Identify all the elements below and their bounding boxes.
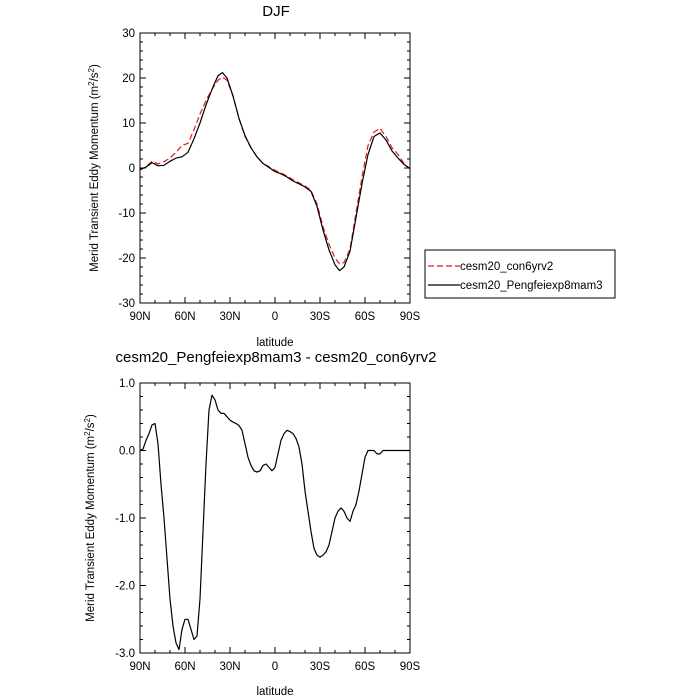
y-tick-label: 1.0 [119,378,135,390]
top-series [139,71,411,272]
x-tick-label: 30N [219,661,240,673]
x-tick-label: 0 [272,311,278,323]
x-tick-label: 60N [174,311,195,323]
bottom-series [139,394,410,651]
y-tick-label: 10 [122,118,135,130]
y-tick-label: -10 [118,208,135,220]
legend-label-con6yrv2: cesm20_con6yrv2 [460,261,553,273]
x-tick-label: 90N [129,311,150,323]
series-line-cesm20_Pengfeiexp8mam3 [139,71,411,272]
x-tick-label: 90N [129,661,150,673]
top-y-axis-label: Merid Transient Eddy Momentum (m2/s2) [87,64,101,272]
x-tick-label: 60S [355,311,376,323]
legend-label-pengfeiexp8mam3: cesm20_Pengfeiexp8mam3 [460,280,603,292]
x-tick-label: 90S [400,311,421,323]
y-tick-label: 30 [122,28,135,40]
x-tick-label: 30N [219,311,240,323]
y-tick-label: -20 [118,253,135,265]
top-chart-title: DJF [262,3,290,20]
bottom-chart: cesm20_Pengfeiexp8mam3 - cesm20_con6yrv2… [83,349,437,698]
x-tick-label: 30S [310,311,331,323]
top-y-ticks: -30 -20 -10 0 10 20 30 [118,28,410,310]
x-tick-label: 90S [400,661,421,673]
x-tick-label: 0 [272,661,278,673]
legend: cesm20_con6yrv2 cesm20_Pengfeiexp8mam3 [424,249,616,299]
legend-box [424,249,616,299]
top-chart: DJF 90N 60N 30N 0 30S 60S 90S -30 -20 -10 0 10 20 30… [87,3,616,349]
bottom-y-ticks: -3.0 -2.0 -1.0 0.0 1.0 [115,378,410,660]
bottom-x-ticks: 90N 60N 30N 0 30S 60S 90S [129,383,421,673]
bottom-chart-title: cesm20_Pengfeiexp8mam3 - cesm20_con6yrv2 [116,349,437,366]
bottom-x-axis-label: latitude [256,686,293,698]
x-tick-label: 60N [174,661,195,673]
x-tick-label: 30S [310,661,331,673]
y-tick-label: -2.0 [115,581,135,593]
bottom-plot-frame [139,382,411,654]
top-x-axis-label: latitude [256,337,293,349]
x-tick-label: 60S [355,661,376,673]
series-line-diff-0 [139,394,410,651]
series-line-cesm20_con6yrv2 [139,76,411,265]
y-tick-label: -1.0 [115,513,135,525]
top-x-ticks: 90N 60N 30N 0 30S 60S 90S [129,33,421,323]
y-tick-label: -30 [118,298,135,310]
y-tick-label: 0.0 [119,446,135,458]
y-tick-label: -3.0 [115,648,135,660]
bottom-y-axis-label: Merid Transient Eddy Momentum (m2/s2) [83,414,97,622]
top-plot-frame [139,32,411,304]
y-tick-label: 20 [122,73,135,85]
y-tick-label: 0 [129,163,135,175]
